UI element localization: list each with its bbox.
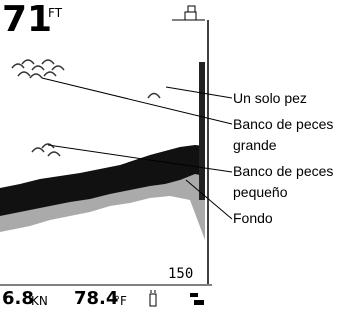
callout: Banco de peces pequeño xyxy=(233,161,349,203)
depth-unit: FT xyxy=(48,6,62,20)
speed-unit: KN xyxy=(31,294,48,308)
temperature: 78.4 xyxy=(74,288,118,309)
speed: 6.8 xyxy=(2,288,34,309)
fishfinder-diagram: 71 FT 150 6.8 KN 78.4 °F Un solo pez Ban… xyxy=(0,0,351,310)
temperature-unit: °F xyxy=(114,294,127,308)
nav-icon xyxy=(190,293,204,305)
range: 150 xyxy=(168,266,193,282)
depth: 71 xyxy=(2,0,52,40)
callout: Fondo xyxy=(233,208,349,229)
fish-arches xyxy=(12,60,160,156)
callout: Banco de peces grande xyxy=(233,114,349,156)
signal-bar xyxy=(199,62,205,200)
battery-icon xyxy=(150,290,156,306)
callout: Un solo pez xyxy=(233,88,349,109)
boat-icon xyxy=(172,6,205,20)
